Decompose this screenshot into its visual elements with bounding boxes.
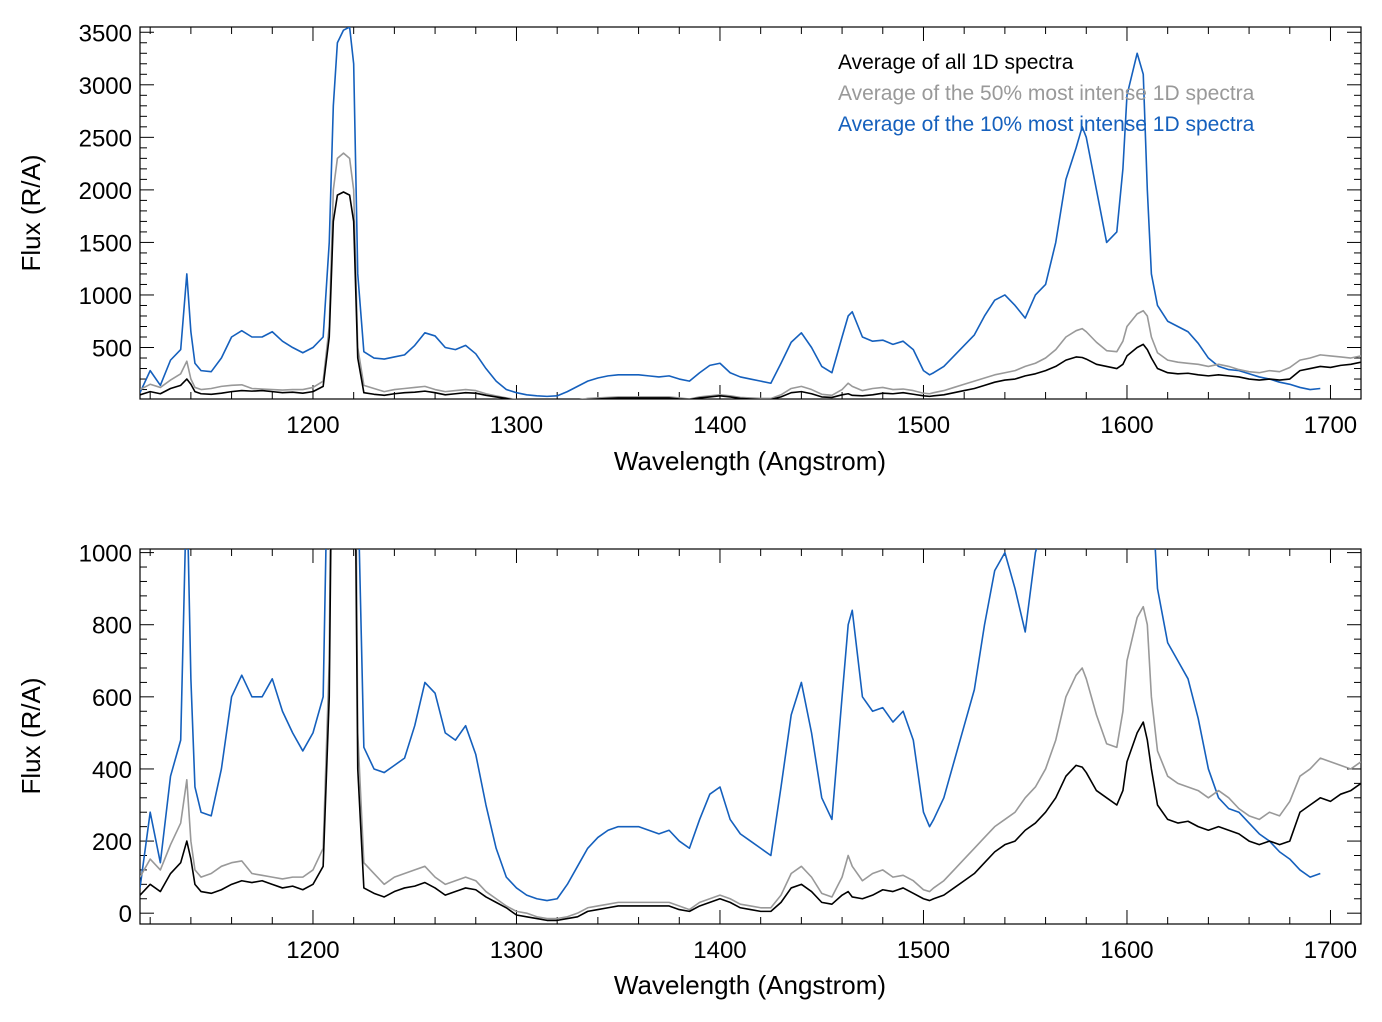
- legend-entry-top10: Average of the 10% most intense 1D spect…: [838, 113, 1255, 136]
- x-tick-label: 1200: [286, 937, 339, 964]
- x-tick-label: 1500: [897, 937, 950, 964]
- x-tick-label: 1700: [1304, 937, 1357, 964]
- y-tick-label: 500: [92, 336, 132, 363]
- series-line-all: [140, 549, 1361, 922]
- x-tick-label: 1700: [1304, 412, 1357, 439]
- x-tick-label: 1600: [1100, 937, 1153, 964]
- y-tick-label: 200: [92, 829, 132, 856]
- y-tick-label: 3000: [79, 73, 132, 100]
- series-line-top50: [140, 152, 1361, 399]
- bottom-plot-frame: [139, 548, 1362, 925]
- top-plot-lines: [140, 27, 1361, 399]
- bottom-y-axis-title: Flux (R/A): [16, 678, 46, 795]
- top-tick-labels: 1200 1300 1400 1500 1600 1700 500 1000 1500 2000 2…: [79, 20, 1358, 439]
- top-x-axis-title: Wavelength (Angstrom): [614, 446, 886, 476]
- x-tick-label: 1200: [286, 412, 339, 439]
- y-tick-label: 0: [119, 901, 132, 928]
- legend-entry-all: Average of all 1D spectra: [838, 51, 1074, 74]
- series-line-top50: [140, 549, 1361, 920]
- y-tick-label: 3500: [79, 20, 132, 47]
- legend-entry-top50: Average of the 50% most intense 1D spect…: [838, 82, 1255, 105]
- bottom-tick-labels: 1200 1300 1400 1500 1600 1700 0 200 400 600 800 100…: [79, 541, 1358, 964]
- series-line-top10: [140, 549, 1321, 902]
- y-tick-label: 400: [92, 757, 132, 784]
- legend: Average of all 1D spectra Average of the…: [838, 51, 1255, 136]
- series-line-top10: [140, 27, 1321, 398]
- x-tick-label: 1500: [897, 412, 950, 439]
- y-tick-label: 2500: [79, 125, 132, 152]
- bottom-panel: 1200 1300 1400 1500 1600 1700 0 200 400 600 800 100…: [16, 541, 1362, 1000]
- top-axis-ticks: [140, 27, 1361, 399]
- bottom-plot-lines: [140, 549, 1361, 922]
- y-tick-label: 800: [92, 613, 132, 640]
- y-tick-label: 1000: [79, 541, 132, 568]
- y-tick-label: 2000: [79, 178, 132, 205]
- series-line-all: [140, 191, 1361, 399]
- bottom-axis-ticks: [140, 549, 1361, 924]
- y-tick-label: 1500: [79, 230, 132, 257]
- y-tick-label: 600: [92, 685, 132, 712]
- x-tick-label: 1400: [693, 937, 746, 964]
- top-y-axis-title: Flux (R/A): [16, 155, 46, 272]
- x-tick-label: 1600: [1100, 412, 1153, 439]
- y-tick-label: 1000: [79, 283, 132, 310]
- x-tick-label: 1400: [693, 412, 746, 439]
- x-tick-label: 1300: [490, 412, 543, 439]
- bottom-x-axis-title: Wavelength (Angstrom): [614, 970, 886, 1000]
- x-tick-label: 1300: [490, 937, 543, 964]
- top-panel: 1200 1300 1400 1500 1600 1700 500 1000 1500 2000 2…: [16, 20, 1362, 476]
